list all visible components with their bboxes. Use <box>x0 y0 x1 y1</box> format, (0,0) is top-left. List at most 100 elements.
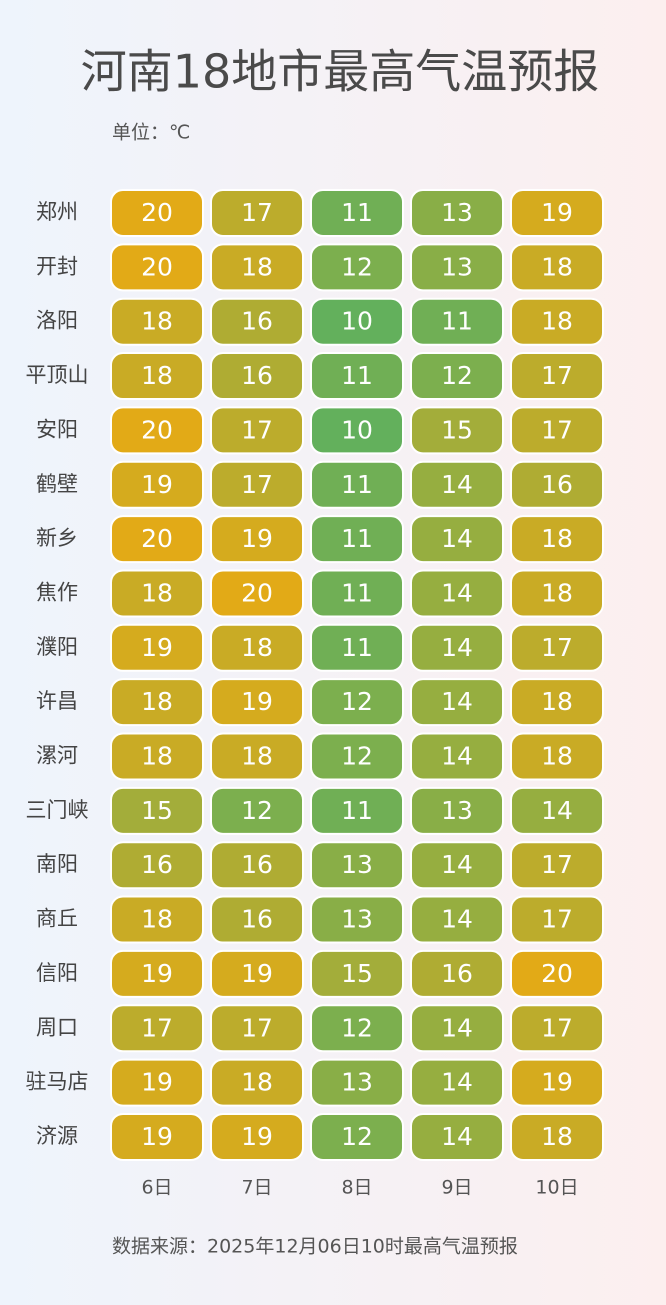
heat-cell <box>510 786 604 835</box>
heat-cell <box>310 786 404 835</box>
cell-label: 14 <box>441 742 473 771</box>
heat-cell <box>310 895 404 944</box>
heat-cell <box>110 243 204 292</box>
heat-cell <box>210 1058 304 1107</box>
heat-cell <box>510 623 604 672</box>
heat-cell <box>210 569 304 618</box>
cell-label: 20 <box>141 415 173 444</box>
heat-cell <box>510 189 604 237</box>
cell-label: 10 <box>341 307 373 336</box>
heat-cell <box>110 949 204 998</box>
row-label: 洛阳 <box>36 309 78 333</box>
row-label: 周口 <box>36 1015 78 1039</box>
cell-label: 14 <box>441 524 473 553</box>
chart-title: 河南18地市最高气温预报 <box>81 45 600 99</box>
heat-cell <box>210 841 304 890</box>
heat-cell <box>110 1058 204 1107</box>
cell-label: 19 <box>241 959 273 988</box>
heat-cell <box>410 406 504 455</box>
cell-label: 19 <box>141 959 173 988</box>
cell-label: 14 <box>441 470 473 499</box>
heat-cell <box>110 406 204 455</box>
cell-label: 13 <box>441 252 473 281</box>
heat-cell <box>410 352 504 401</box>
heat-cell <box>110 460 204 509</box>
cell-label: 20 <box>241 578 273 607</box>
heat-cell <box>210 949 304 998</box>
cell-label: 16 <box>241 307 273 336</box>
cell-label: 17 <box>241 198 273 227</box>
cell-label: 18 <box>241 742 273 771</box>
heat-cell <box>110 1112 204 1161</box>
cell-label: 15 <box>141 796 173 825</box>
heat-cell <box>410 949 504 998</box>
heat-cell <box>210 1112 304 1161</box>
cell-label: 19 <box>241 524 273 553</box>
row-label: 许昌 <box>36 689 78 713</box>
heat-cell <box>510 841 604 890</box>
cell-label: 10 <box>341 415 373 444</box>
heat-cell <box>210 406 304 455</box>
heat-cell <box>110 352 204 401</box>
cell-label: 12 <box>341 687 373 716</box>
heat-cell <box>110 569 204 618</box>
heat-cell <box>410 1004 504 1053</box>
row-label: 济源 <box>36 1124 78 1148</box>
heat-cell <box>310 189 404 237</box>
row-label: 平顶山 <box>26 363 89 387</box>
cell-label: 14 <box>541 796 573 825</box>
cell-label: 20 <box>141 198 173 227</box>
cell-label: 11 <box>341 796 373 825</box>
cell-label: 18 <box>141 687 173 716</box>
cell-label: 16 <box>241 850 273 879</box>
cell-label: 18 <box>541 1122 573 1151</box>
column-label: 10日 <box>535 1177 578 1199</box>
source-note: 数据来源：2025年12月06日10时最高气温预报 <box>112 1236 518 1258</box>
cell-label: 18 <box>541 307 573 336</box>
cell-label: 14 <box>441 1013 473 1042</box>
cell-label: 17 <box>541 361 573 390</box>
heat-cell <box>410 243 504 292</box>
heat-cell <box>210 678 304 727</box>
cell-label: 18 <box>541 524 573 553</box>
heat-cell <box>510 569 604 618</box>
cell-label: 20 <box>141 524 173 553</box>
heat-cell <box>410 1112 504 1161</box>
row-label: 新乡 <box>36 526 78 550</box>
cell-label: 11 <box>341 361 373 390</box>
cell-label: 12 <box>241 796 273 825</box>
row-label: 鹤壁 <box>36 472 78 496</box>
heat-cell <box>410 515 504 564</box>
row-label: 商丘 <box>36 907 78 931</box>
heat-cell <box>110 297 204 346</box>
cell-label: 18 <box>541 578 573 607</box>
column-label: 7日 <box>241 1177 272 1199</box>
heat-cell <box>210 732 304 781</box>
heat-cell <box>410 623 504 672</box>
cell-label: 16 <box>241 905 273 934</box>
cell-label: 14 <box>441 578 473 607</box>
heat-cell <box>310 1004 404 1053</box>
heat-cell <box>310 515 404 564</box>
heat-cell <box>110 1004 204 1053</box>
cell-label: 17 <box>241 415 273 444</box>
cell-label: 19 <box>141 1068 173 1097</box>
cell-label: 17 <box>541 633 573 662</box>
heat-cell <box>210 895 304 944</box>
cell-label: 13 <box>341 905 373 934</box>
heat-cell <box>310 841 404 890</box>
cell-label: 20 <box>141 252 173 281</box>
heat-cell <box>310 623 404 672</box>
cell-label: 19 <box>241 1122 273 1151</box>
cell-label: 11 <box>341 470 373 499</box>
cell-label: 12 <box>341 1122 373 1151</box>
heat-cell <box>110 732 204 781</box>
heat-cell <box>410 569 504 618</box>
cell-label: 15 <box>441 415 473 444</box>
heat-cell <box>410 678 504 727</box>
heat-cell <box>210 460 304 509</box>
heat-cell <box>510 406 604 455</box>
heat-cell <box>210 352 304 401</box>
